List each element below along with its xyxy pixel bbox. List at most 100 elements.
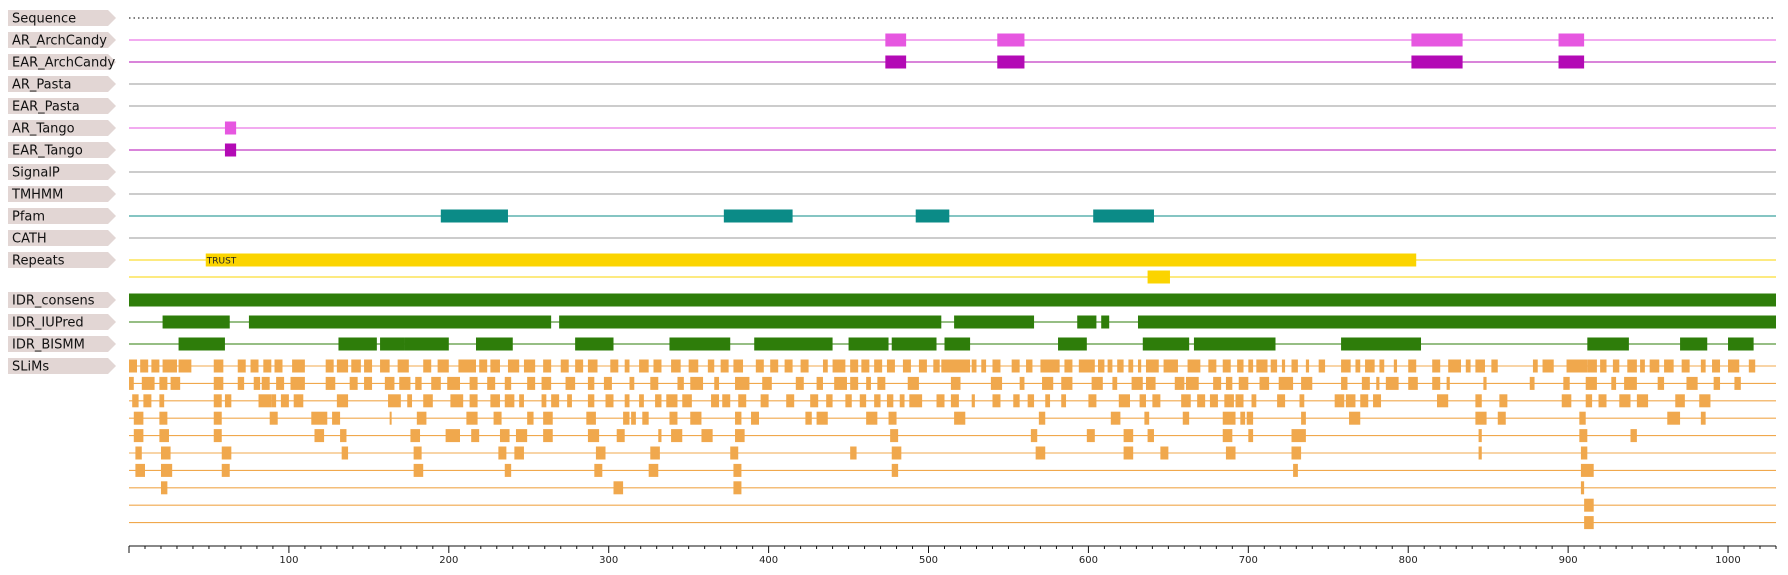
feature-slims-0-28: [610, 359, 619, 373]
feature-slims-0-51: [971, 359, 977, 373]
feature-idr-consens-0-0: [129, 293, 1776, 307]
feature-slims-2-19: [551, 394, 560, 408]
track-label-tmhmm[interactable]: TMHMM: [11, 188, 63, 203]
track-label-idr-iupred[interactable]: IDR_IUPred: [12, 316, 84, 331]
track-label-slims[interactable]: SLiMs: [12, 360, 49, 375]
track-label-tag-slims[interactable]: [8, 358, 116, 374]
feature-slims-6-2: [221, 463, 230, 477]
feature-slims-3-1: [159, 411, 168, 425]
feature-slims-2-3: [213, 394, 222, 408]
feature-slims-0-24: [543, 359, 552, 373]
track-label-tag-ear-tango[interactable]: [8, 142, 116, 158]
feature-slims-3-5: [332, 411, 341, 425]
track-label-ar-pasta[interactable]: AR_Pasta: [12, 78, 71, 93]
feature-slims-2-67: [1499, 394, 1508, 408]
feature-slims-0-95: [1640, 359, 1645, 373]
feature-slims-3-19: [751, 411, 760, 425]
track-label-tag-repeats[interactable]: [8, 252, 116, 268]
feature-slims-0-75: [1305, 359, 1310, 373]
track-label-tag-idr-bismm[interactable]: [8, 336, 116, 352]
feature-slims-1-65: [1529, 376, 1535, 390]
track-label-tag-pfam[interactable]: [8, 208, 116, 224]
feature-slims-1-11: [349, 376, 358, 390]
feature-slims-4-11: [587, 429, 600, 443]
feature-slims-0-6: [237, 359, 246, 373]
track-label-tag-sequence[interactable]: [8, 10, 116, 26]
feature-slims-2-35: [845, 394, 852, 408]
track-label-ear-tango[interactable]: EAR_Tango: [12, 144, 83, 159]
feature-slims-2-28: [711, 394, 720, 408]
feature-ar-tango-0-0: [224, 121, 237, 135]
track-label-ar-archcandy[interactable]: AR_ArchCandy: [12, 34, 107, 49]
feature-slims-5-10: [850, 446, 857, 460]
feature-slims-3-10: [527, 411, 534, 425]
feature-slims-2-73: [1675, 394, 1685, 408]
track-label-tag-ar-pasta[interactable]: [8, 76, 116, 92]
feature-slims-2-18: [541, 394, 547, 408]
feature-slims-2-9: [336, 394, 349, 408]
feature-slims-4-15: [701, 429, 713, 443]
track-label-ear-pasta[interactable]: EAR_Pasta: [12, 100, 80, 115]
feature-slims-1-69: [1624, 376, 1637, 390]
feature-slims-0-25: [560, 359, 569, 373]
track-label-sequence[interactable]: Sequence: [12, 12, 76, 27]
feature-slims-3-0: [133, 411, 144, 425]
track-label-pfam[interactable]: Pfam: [12, 210, 45, 225]
feature-slims-0-80: [1379, 359, 1385, 373]
feature-slims-4-16: [735, 429, 745, 443]
track-label-signalp[interactable]: SignalP: [12, 166, 60, 181]
feature-slims-2-17: [519, 394, 524, 408]
feature-slims-4-4: [340, 429, 347, 443]
feature-slims-1-59: [1376, 376, 1380, 390]
feature-slims-4-12: [616, 429, 625, 443]
track-label-tag-ear-archcandy[interactable]: [8, 54, 116, 70]
track-label-ear-archcandy[interactable]: EAR_ArchCandy: [12, 56, 116, 71]
feature-slims-2-57: [1235, 394, 1244, 408]
feature-slims-0-86: [1475, 359, 1485, 373]
track-label-tag-signalp[interactable]: [8, 164, 116, 180]
feature-slims-3-15: [642, 411, 649, 425]
track-label-tag-ar-tango[interactable]: [8, 120, 116, 136]
feature-slims-2-30: [738, 394, 747, 408]
feature-idr-bismm-0-2: [380, 337, 405, 351]
feature-slims-2-61: [1334, 394, 1345, 408]
feature-slims-5-2: [221, 446, 232, 460]
track-label-ar-tango[interactable]: AR_Tango: [12, 122, 75, 137]
feature-slims-3-16: [669, 411, 678, 425]
feature-slims-0-68: [1222, 359, 1231, 373]
feature-slims-3-20: [805, 411, 812, 425]
track-label-tag-ar-archcandy[interactable]: [8, 32, 116, 48]
track-label-tag-idr-iupred[interactable]: [8, 314, 116, 330]
track-label-tag-cath[interactable]: [8, 230, 116, 246]
feature-slims-2-49: [1088, 394, 1097, 408]
feature-slims-0-66: [1187, 359, 1201, 373]
feature-slims-1-70: [1657, 376, 1665, 390]
feature-slims-0-52: [981, 359, 987, 373]
feature-slims-0-54: [1011, 359, 1020, 373]
feature-slims-0-5: [213, 359, 224, 373]
track-label-tag-tmhmm[interactable]: [8, 186, 116, 202]
feature-slims-3-11: [543, 411, 553, 425]
feature-slims-1-17: [447, 376, 460, 390]
feature-label-repeats: TRUST: [206, 257, 237, 267]
feature-slims-0-57: [1064, 359, 1073, 373]
feature-slims-1-44: [1061, 376, 1073, 390]
feature-slims-8-0: [1584, 498, 1594, 512]
feature-slims-2-39: [899, 394, 905, 408]
track-label-idr-bismm[interactable]: IDR_BISMM: [12, 338, 85, 353]
track-label-cath[interactable]: CATH: [12, 232, 47, 247]
feature-slims-1-61: [1408, 376, 1418, 390]
feature-slims-4-24: [1291, 429, 1306, 443]
feature-slims-1-14: [399, 376, 411, 390]
feature-slims-0-15: [380, 359, 390, 373]
x-tick-label-300: 300: [599, 555, 618, 566]
track-label-repeats[interactable]: Repeats: [12, 254, 65, 269]
track-label-idr-consens[interactable]: IDR_consens: [12, 294, 95, 309]
feature-slims-0-21: [490, 359, 500, 373]
track-label-tag-idr-consens[interactable]: [8, 292, 116, 308]
feature-slims-2-58: [1251, 394, 1257, 408]
feature-slims-4-26: [1579, 429, 1588, 443]
feature-slims-0-47: [902, 359, 911, 373]
track-label-tag-ear-pasta[interactable]: [8, 98, 116, 114]
feature-slims-1-53: [1238, 376, 1249, 390]
